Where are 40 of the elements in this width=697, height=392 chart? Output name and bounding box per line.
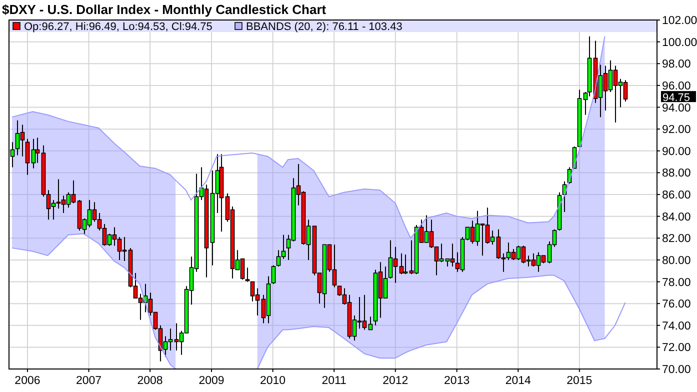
x-tick-label: 2007 [76,375,102,387]
x-tick-label: 2012 [382,375,408,387]
y-tick-label: 94.00 [662,102,691,114]
x-tick-label: 2009 [198,375,224,387]
y-tick-label: 72.00 [662,342,691,354]
y-tick-label: 70.00 [662,364,691,376]
x-tick-label: 2013 [444,375,470,387]
y-tick-label: 84.00 [662,211,691,224]
chart-title: $DXY - U.S. Dollar Index - Monthly Candlestick Chart [2,2,327,17]
y-tick-label: 86.00 [662,190,691,202]
y-tick-label: 92.00 [662,124,691,136]
candlestick [271,264,276,284]
x-tick-label: 2006 [14,375,40,387]
y-tick-label: 88.00 [662,168,691,180]
y-tick-label: 100.00 [662,36,697,49]
line-series [12,36,606,239]
x-tick-label: 2010 [260,375,286,387]
candlestick [25,138,30,176]
legend-label: Op:96.27, Hi:96.49, Lo:94.53, Cl:94.75 [24,21,212,33]
y-tick-label: 96.00 [662,80,691,92]
candlestick [35,137,40,164]
candlestick [245,267,250,282]
y-tick-label: 78.00 [662,276,691,289]
text: 94.75 [662,92,690,104]
candlestick [403,254,408,275]
x-tick-label: 2015 [566,375,592,387]
y-tick-label: 82.00 [662,233,691,246]
y-tick-label: 74.00 [662,320,691,332]
y-tick-label: 102.00 [662,15,697,28]
candlestick [399,252,404,275]
y-tick-label: 80.00 [662,254,691,267]
candlestick [31,138,36,169]
legend-label: BBANDS (20, 2): 76.11 - 103.43 [246,21,402,33]
x-tick-label: 2008 [137,375,163,387]
y-tick-label: 90.00 [662,146,691,158]
candlestick [368,316,373,330]
y-tick-label: 76.00 [662,298,691,311]
x-tick-label: 2011 [322,375,346,387]
x-tick-label: 2014 [505,375,532,387]
y-tick-label: 98.00 [662,58,691,71]
